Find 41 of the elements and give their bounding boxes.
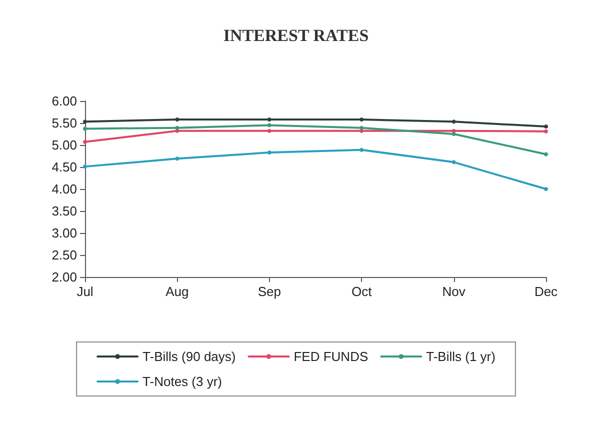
- point: [83, 164, 87, 169]
- y-tick-label: 3.00: [52, 226, 77, 240]
- point: [360, 126, 364, 130]
- point: [544, 152, 548, 156]
- point: [175, 126, 180, 130]
- x-tick-label: Jul: [76, 284, 94, 299]
- point: [83, 120, 87, 124]
- y-tick-label: 2.50: [52, 248, 77, 262]
- x-tick-label: Oct: [351, 284, 372, 299]
- point: [452, 120, 456, 124]
- point: [452, 160, 456, 164]
- point: [544, 187, 548, 191]
- y-tick-label: 6.00: [52, 94, 77, 108]
- y-tick-label: 5.00: [52, 138, 77, 152]
- legend-label: T-Bills (1 yr): [426, 349, 496, 364]
- legend-label: T-Notes (3 yr): [142, 374, 222, 389]
- point: [83, 126, 87, 131]
- y-tick-label: 2.00: [52, 270, 77, 284]
- x-tick-label: Aug: [166, 284, 189, 299]
- point: [267, 128, 272, 133]
- point: [267, 123, 272, 128]
- x-tick-label: Dec: [534, 284, 558, 299]
- y-tick-label: 4.00: [52, 182, 77, 196]
- point: [175, 117, 180, 122]
- point: [360, 117, 364, 122]
- point: [267, 117, 272, 122]
- point: [544, 129, 548, 134]
- point: [83, 140, 87, 144]
- x-tick-label: Nov: [442, 284, 466, 299]
- point: [175, 156, 180, 161]
- y-tick-label: 3.50: [52, 204, 77, 218]
- x-tick-label: Sep: [258, 284, 281, 299]
- point: [452, 132, 456, 136]
- legend-label: FED FUNDS: [294, 349, 368, 364]
- legend-label: T-Bills (90 days): [142, 349, 236, 364]
- y-tick-label: 4.50: [52, 160, 77, 174]
- point: [360, 148, 364, 152]
- point: [267, 150, 272, 154]
- point: [544, 124, 548, 129]
- y-tick-label: 5.50: [52, 116, 77, 130]
- chart-title: INTEREST RATES: [223, 26, 369, 45]
